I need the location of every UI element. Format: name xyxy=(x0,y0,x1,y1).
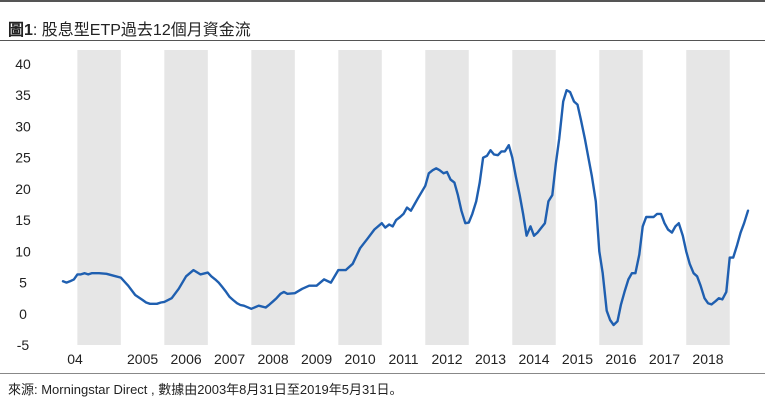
y-tick-label: 35 xyxy=(15,87,31,103)
year-bands xyxy=(77,50,730,345)
y-tick-label: 25 xyxy=(15,150,31,166)
x-tick-label: 2005 xyxy=(127,351,158,367)
y-tick-label: 10 xyxy=(15,243,31,259)
y-tick-label: -5 xyxy=(17,337,30,353)
year-band-2004 xyxy=(77,50,121,345)
figure-number: 圖1 xyxy=(8,22,33,39)
top-rule xyxy=(0,0,765,2)
year-band-2014 xyxy=(512,50,556,345)
x-tick-label: 2006 xyxy=(171,351,202,367)
y-tick-label: 5 xyxy=(19,275,27,291)
bottom-rule xyxy=(0,373,765,374)
x-tick-label: 2009 xyxy=(301,351,332,367)
y-axis-ticks: 40 35 30 25 20 15 10 5 0 -5 xyxy=(15,56,31,353)
x-tick-label: 2014 xyxy=(518,351,549,367)
y-tick-label: 0 xyxy=(19,306,27,322)
x-tick-label: 2012 xyxy=(431,351,462,367)
x-tick-label: 2013 xyxy=(475,351,506,367)
title-rule xyxy=(0,40,765,41)
y-tick-label: 30 xyxy=(15,118,31,134)
x-axis-ticks: 04 2005 2006 2007 2008 2009 2010 2011 2012 2013 20… xyxy=(67,351,724,367)
source-note: 來源: Morningstar Direct , 數據由2003年8月31日至2… xyxy=(8,382,403,397)
chart-title: 圖1: 股息型ETP過去12個月資金流 xyxy=(8,16,251,40)
year-band-2018 xyxy=(686,50,730,345)
y-tick-label: 40 xyxy=(15,56,31,72)
year-band-2006 xyxy=(164,50,208,345)
x-tick-label: 2018 xyxy=(692,351,723,367)
y-tick-label: 15 xyxy=(15,212,31,228)
x-tick-label: 2011 xyxy=(388,351,418,367)
series-line xyxy=(61,88,750,327)
x-tick-label: 2017 xyxy=(649,351,680,367)
year-band-2012 xyxy=(425,50,469,345)
x-tick-label: 2007 xyxy=(214,351,245,367)
year-band-2008 xyxy=(251,50,295,345)
year-band-2010 xyxy=(338,50,382,345)
x-tick-label: 04 xyxy=(67,351,83,367)
x-tick-label: 2016 xyxy=(605,351,636,367)
x-tick-label: 2008 xyxy=(257,351,288,367)
year-band-2016 xyxy=(599,50,643,345)
x-tick-label: 2015 xyxy=(562,351,593,367)
series-layer xyxy=(61,88,750,327)
figure-title-text: : 股息型ETP過去12個月資金流 xyxy=(32,22,251,39)
x-tick-label: 2010 xyxy=(344,351,375,367)
y-tick-label: 20 xyxy=(15,181,31,197)
